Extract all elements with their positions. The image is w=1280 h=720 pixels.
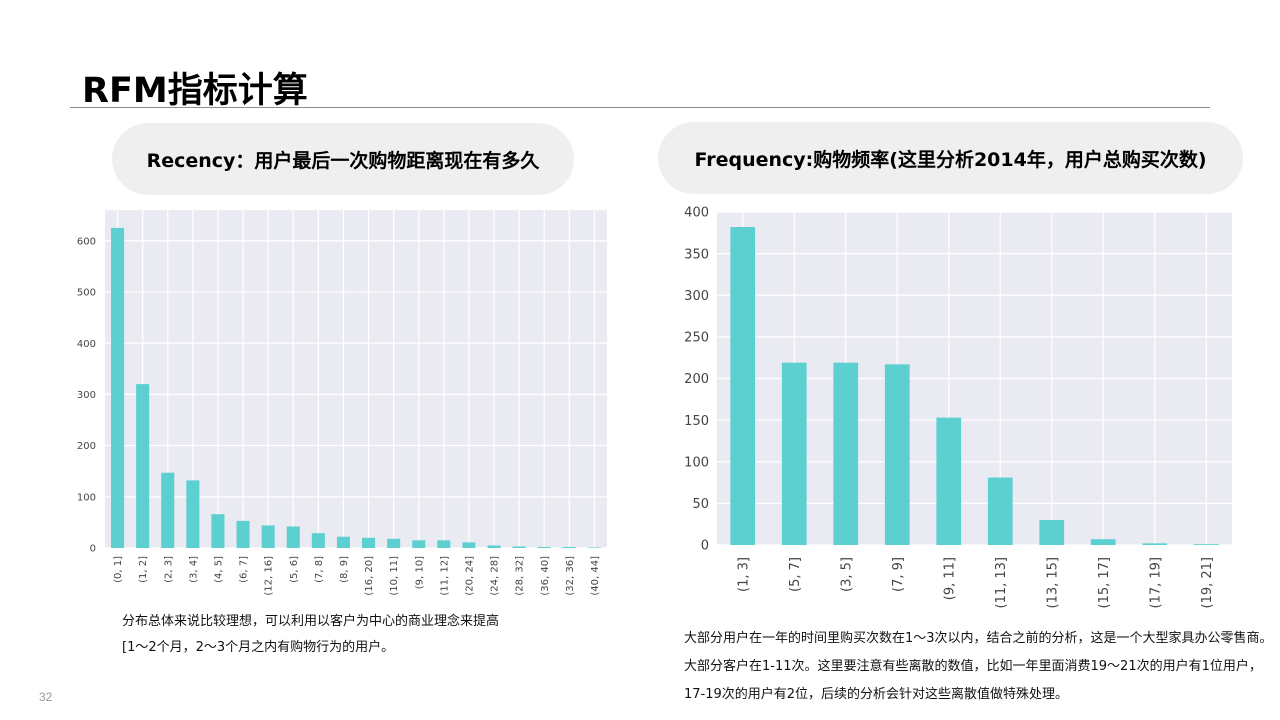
frequency-heading: Frequency:购物频率(这里分析2014年，用户总购买次数)	[658, 122, 1243, 194]
bar	[512, 546, 526, 548]
bar	[387, 538, 401, 548]
recency-note: 分布总体来说比较理想，可以利用以客户为中心的商业理念来提高 [1～2个月，2～3…	[122, 609, 582, 661]
x-tick-label: (17, 19]	[1148, 557, 1163, 609]
x-tick-label: (2, 3]	[163, 556, 174, 583]
y-tick-label: 300	[684, 289, 709, 304]
y-tick-label: 400	[77, 339, 96, 350]
y-tick-label: 200	[77, 441, 96, 452]
x-tick-label: (12, 16]	[264, 556, 275, 596]
x-tick-label: (10, 11]	[389, 556, 400, 596]
y-tick-label: 400	[684, 206, 709, 221]
x-tick-label: (11, 13]	[994, 557, 1009, 609]
x-tick-label: (28, 32]	[515, 556, 526, 596]
y-tick-label: 200	[684, 372, 709, 387]
x-tick-label: (5, 7]	[788, 557, 803, 592]
x-tick-label: (3, 5]	[839, 557, 854, 592]
y-tick-label: 600	[77, 236, 96, 247]
x-tick-label: (9, 10]	[414, 556, 425, 589]
bar	[412, 540, 426, 548]
bar	[730, 226, 756, 546]
bar	[781, 362, 807, 545]
x-tick-label: (1, 2]	[138, 556, 149, 583]
x-tick-label: (19, 21]	[1200, 557, 1215, 609]
bar	[487, 545, 501, 548]
y-tick-label: 150	[684, 414, 709, 429]
bar	[562, 546, 576, 548]
x-tick-label: (3, 4]	[188, 556, 199, 583]
x-tick-label: (0, 1]	[113, 556, 124, 583]
title-divider	[70, 107, 1210, 108]
x-tick-label: (1, 3]	[736, 557, 751, 592]
slide-title: RFM指标计算	[82, 71, 308, 111]
bar	[211, 514, 225, 548]
page-number: 32	[39, 690, 53, 704]
y-tick-label: 350	[684, 247, 709, 262]
bar	[1090, 539, 1116, 545]
bar	[111, 227, 125, 548]
bar	[537, 546, 551, 548]
x-tick-label: (7, 9]	[891, 557, 906, 592]
bar	[186, 480, 200, 548]
bar	[362, 537, 376, 548]
bar	[336, 536, 350, 548]
x-tick-label: (16, 20]	[364, 556, 375, 596]
x-tick-label: (36, 40]	[540, 556, 551, 596]
bar	[236, 520, 250, 548]
bar	[462, 542, 476, 548]
recency-note-line1: 分布总体来说比较理想，可以利用以客户为中心的商业理念来提高	[122, 614, 500, 629]
x-tick-label: (13, 15]	[1045, 557, 1060, 609]
bar	[587, 547, 601, 548]
bar	[136, 384, 150, 548]
bar	[286, 526, 300, 548]
x-tick-label: (20, 24]	[464, 556, 475, 596]
bar	[1039, 520, 1065, 545]
x-tick-label: (9, 11]	[942, 557, 957, 600]
bar	[987, 477, 1013, 545]
x-tick-label: (5, 6]	[289, 556, 300, 583]
bar	[1142, 543, 1168, 545]
x-tick-label: (24, 28]	[490, 556, 501, 596]
y-tick-label: 300	[77, 390, 96, 401]
x-tick-label: (7, 8]	[314, 556, 325, 583]
y-tick-label: 500	[77, 288, 96, 299]
bar	[261, 525, 275, 548]
bar	[161, 472, 175, 548]
bar	[1193, 544, 1219, 545]
y-tick-label: 0	[701, 539, 709, 554]
bar	[437, 540, 451, 548]
y-tick-label: 100	[684, 455, 709, 470]
bar	[311, 533, 325, 548]
x-tick-label: (4, 5]	[213, 556, 224, 583]
recency-heading: Recency：用户最后一次购物距离现在有多久	[112, 123, 574, 195]
y-tick-label: 0	[90, 544, 96, 555]
x-tick-label: (32, 36]	[565, 556, 576, 596]
y-tick-label: 50	[692, 497, 709, 512]
bar	[884, 364, 910, 545]
frequency-note: 大部分用户在一年的时间里购买次数在1～3次以内，结合之前的分析，这是一个大型家具…	[684, 631, 1273, 702]
x-tick-label: (8, 9]	[339, 556, 350, 583]
bar	[936, 417, 962, 545]
bar	[833, 362, 859, 545]
x-tick-label: (11, 12]	[439, 556, 450, 596]
y-tick-label: 250	[684, 331, 709, 346]
x-tick-label: (6, 7]	[239, 556, 250, 583]
recency-note-line2: [1～2个月，2～3个月之内有购物行为的用户。	[122, 640, 395, 655]
x-tick-label: (15, 17]	[1097, 557, 1112, 609]
x-tick-label: (40, 44]	[590, 556, 601, 596]
y-tick-label: 100	[77, 492, 96, 503]
